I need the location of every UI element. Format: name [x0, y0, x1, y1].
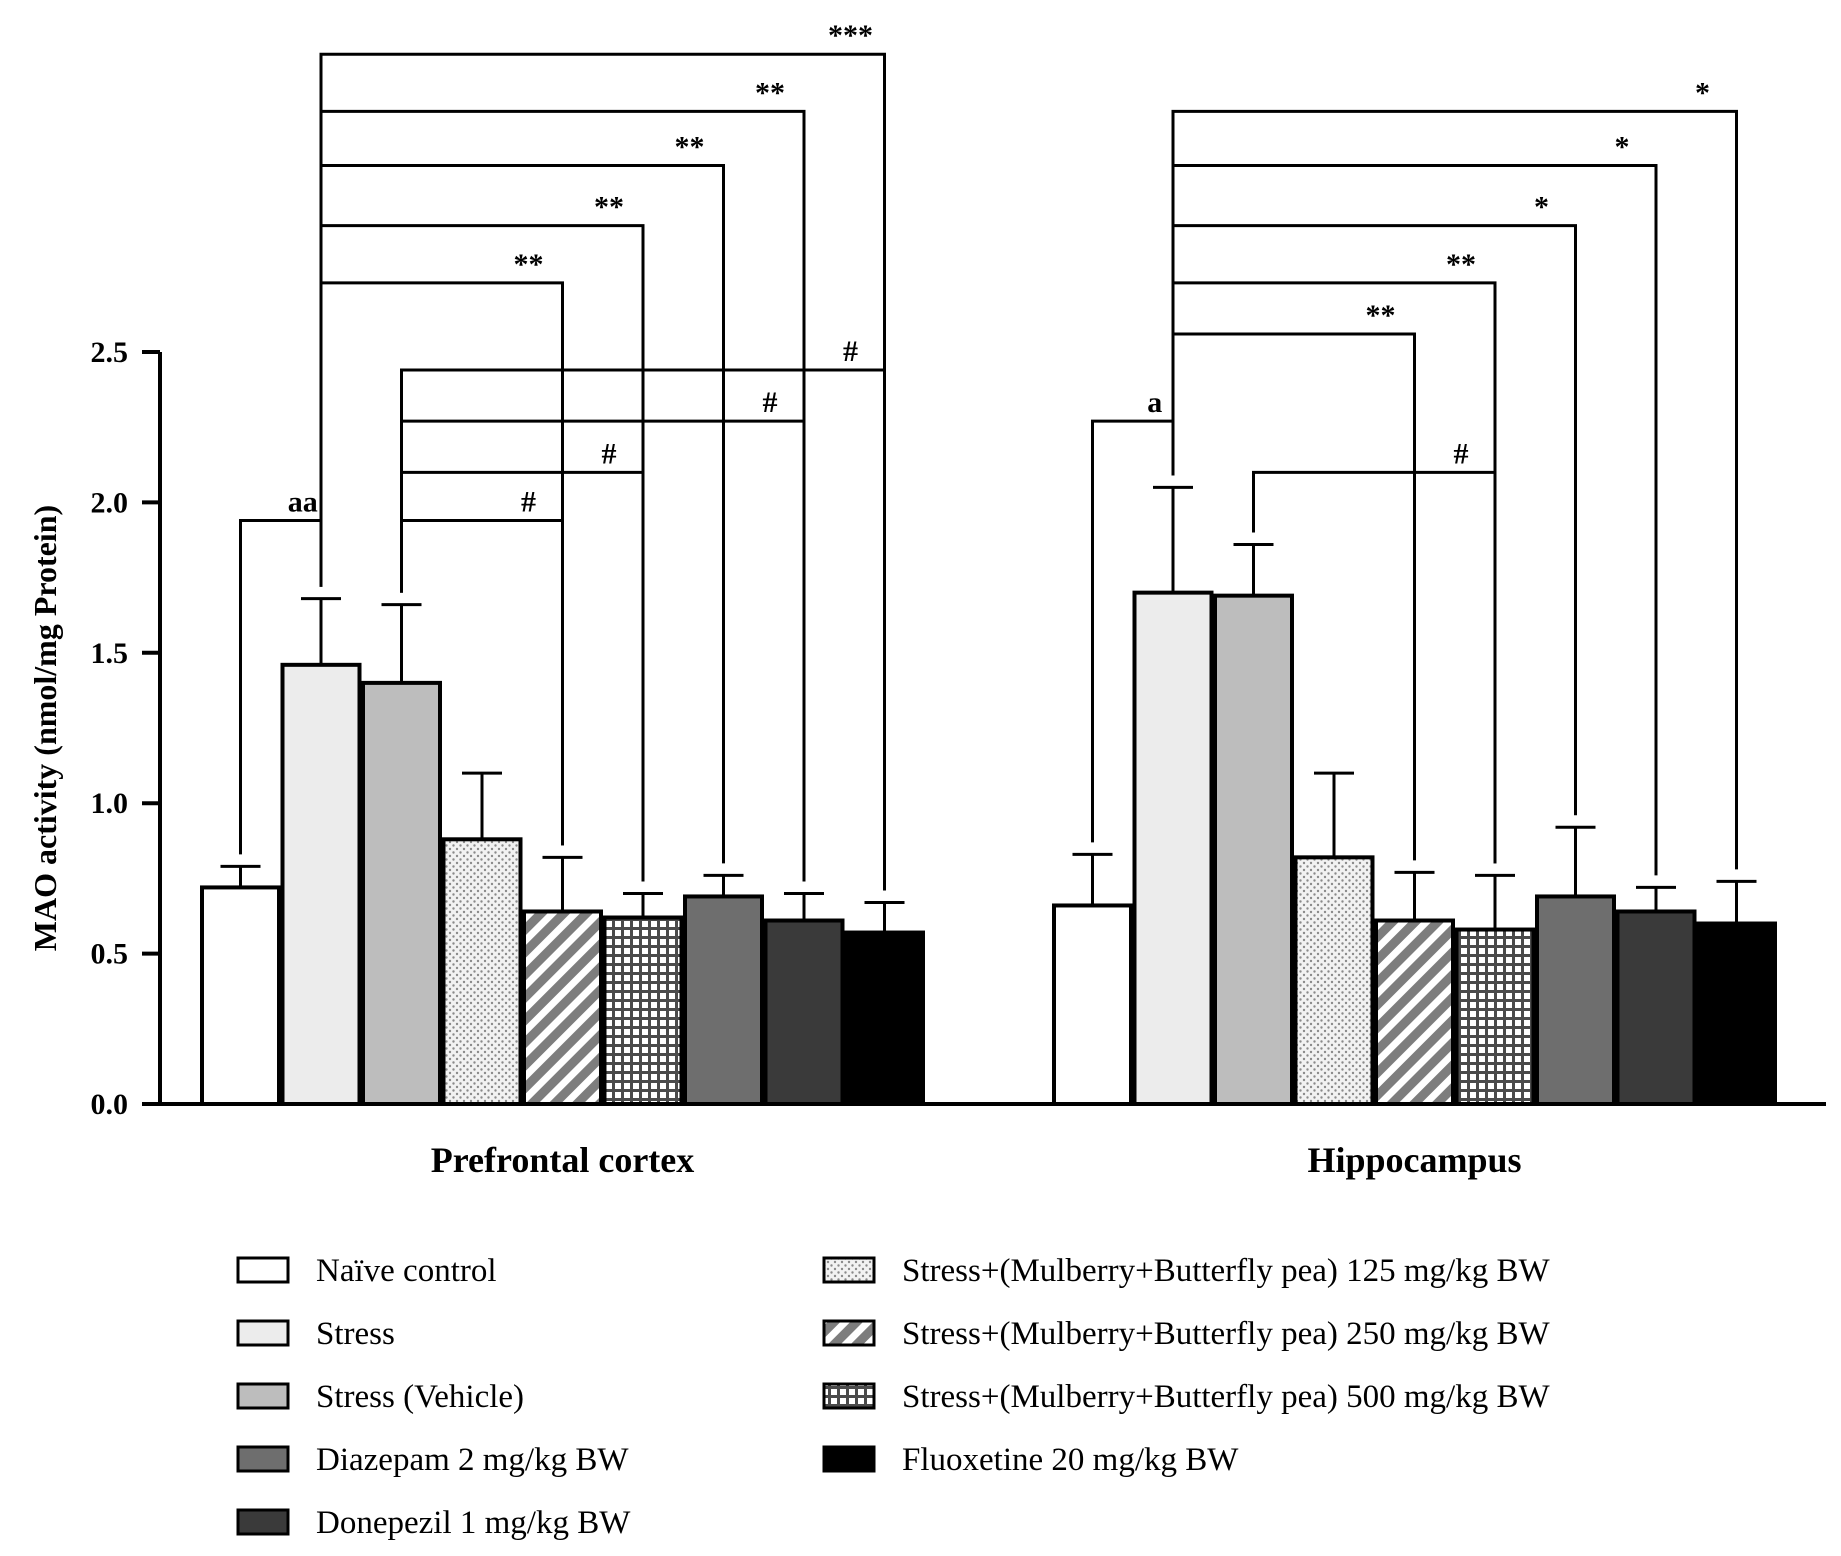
legend-label-5: Stress+(Mulberry+Butterfly pea) 500 mg/k…: [902, 1379, 1550, 1415]
sig-label-13: *: [1534, 191, 1549, 224]
legend-label-6: Diazepam 2 mg/kg BW: [316, 1442, 629, 1478]
y-tick-label-5: 2.5: [91, 336, 129, 369]
sig-bracket-8: [400, 419, 806, 882]
bar-0-1: [280, 662, 362, 1106]
bar-0-8: [844, 930, 925, 1106]
sig-label-12: **: [1446, 248, 1476, 281]
legend-label-7: Donepezil 1 mg/kg BW: [316, 1505, 631, 1541]
legend: Naïve control Stress Stress (Vehicle) Diaze…: [236, 1253, 1550, 1541]
bar-0-7: [763, 918, 845, 1107]
significance-brackets: aa***********####a*******#: [239, 19, 1738, 891]
legend-swatch-6: [236, 1445, 290, 1473]
sig-label-9: #: [843, 335, 858, 368]
y-ticks: 0.0 0.5 1.0 1.5 2.0 2.5: [91, 336, 160, 1121]
legend-swatch-8: [822, 1445, 876, 1473]
bar-1-1: [1132, 590, 1214, 1106]
sig-label-7: #: [602, 437, 617, 470]
y-tick-label-2: 1.0: [91, 787, 129, 820]
group-label-0: Prefrontal cortex: [431, 1140, 695, 1180]
sig-label-16: #: [1454, 437, 1469, 470]
bar-1-5: [1454, 927, 1536, 1107]
legend-swatch-2: [236, 1382, 290, 1410]
sig-label-4: **: [755, 76, 785, 109]
legend-label-3: Stress+(Mulberry+Butterfly pea) 125 mg/k…: [902, 1253, 1550, 1289]
bars: [200, 485, 1777, 1107]
bar-1-6: [1535, 894, 1616, 1106]
bar-1-8: [1696, 921, 1777, 1107]
sig-label-5: ***: [828, 19, 873, 52]
y-axis-title: MAO activity (nmol/mg Protein): [27, 505, 63, 951]
sig-bracket-16: [1252, 470, 1497, 864]
sig-label-6: #: [521, 485, 536, 518]
sig-label-3: **: [675, 131, 705, 164]
sig-label-2: **: [594, 191, 624, 224]
legend-label-8: Fluoxetine 20 mg/kg BW: [902, 1442, 1239, 1478]
sig-label-14: *: [1615, 131, 1630, 164]
bar-1-7: [1615, 909, 1697, 1106]
bar-0-2: [361, 680, 442, 1106]
bar-1-2: [1213, 593, 1294, 1106]
sig-label-15: *: [1695, 76, 1710, 109]
sig-label-1: **: [514, 248, 544, 281]
group-labels: Prefrontal cortex Hippocampus: [431, 1140, 1522, 1180]
bar-1-3: [1293, 855, 1375, 1106]
legend-label-0: Naïve control: [316, 1253, 497, 1289]
bar-0-4: [522, 909, 603, 1106]
legend-label-2: Stress (Vehicle): [316, 1379, 524, 1415]
bar-0-0: [200, 885, 281, 1107]
sig-bracket-15: [1171, 109, 1738, 870]
sig-label-10: a: [1147, 386, 1162, 419]
bar-0-6: [683, 894, 764, 1106]
legend-swatch-0: [236, 1256, 290, 1284]
y-tick-label-0: 0.0: [91, 1088, 129, 1121]
y-tick-label-3: 1.5: [91, 637, 129, 670]
sig-label-0: aa: [288, 485, 318, 518]
bar-1-4: [1374, 918, 1455, 1107]
y-tick-label-4: 2.0: [91, 486, 129, 519]
y-tick-label-1: 0.5: [91, 938, 129, 971]
bar-0-3: [441, 837, 523, 1107]
bar-0-5: [602, 915, 684, 1107]
legend-swatch-4: [822, 1319, 876, 1347]
legend-swatch-5: [822, 1382, 876, 1410]
legend-swatch-3: [822, 1256, 876, 1284]
bar-1-0: [1052, 903, 1133, 1106]
group-label-1: Hippocampus: [1307, 1140, 1521, 1180]
legend-swatch-7: [236, 1508, 290, 1536]
legend-label-1: Stress: [316, 1316, 395, 1352]
legend-label-4: Stress+(Mulberry+Butterfly pea) 250 mg/k…: [902, 1316, 1550, 1352]
legend-swatch-1: [236, 1319, 290, 1347]
sig-label-11: **: [1366, 299, 1396, 332]
sig-bracket-9: [400, 368, 886, 891]
sig-label-8: #: [763, 386, 778, 419]
